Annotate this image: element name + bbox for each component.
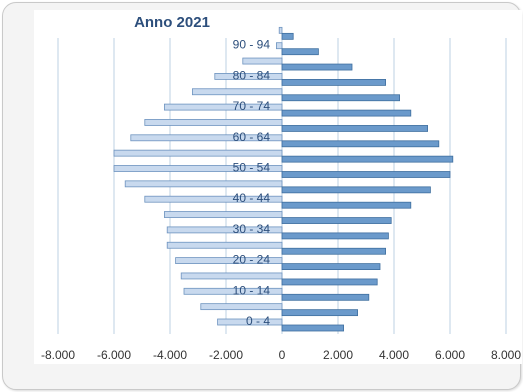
bar-left bbox=[278, 26, 283, 34]
age-group-label: 40 - 44 bbox=[233, 191, 271, 205]
bar-left bbox=[163, 211, 283, 218]
bar-right bbox=[281, 32, 294, 40]
x-tick-label: 2.000 bbox=[323, 348, 353, 362]
bar-left bbox=[200, 303, 283, 311]
bar-right bbox=[281, 278, 378, 286]
age-group-label: 0 - 4 bbox=[246, 314, 270, 328]
x-tick-label: 0 bbox=[279, 348, 286, 362]
bar-left bbox=[166, 226, 283, 234]
bar-left bbox=[163, 103, 283, 111]
bar-right bbox=[281, 109, 412, 117]
bar-left bbox=[144, 119, 283, 126]
age-group-label: 10 - 14 bbox=[233, 283, 271, 297]
bar-right bbox=[281, 309, 358, 317]
bar-right bbox=[281, 48, 319, 56]
bar-left bbox=[183, 287, 283, 295]
bar-right bbox=[281, 293, 370, 301]
age-group-label: 60 - 64 bbox=[233, 130, 271, 144]
bar-left bbox=[217, 318, 283, 326]
bar-right bbox=[281, 140, 440, 148]
bars bbox=[113, 26, 454, 332]
bar-left bbox=[275, 42, 283, 50]
bar-right bbox=[281, 94, 400, 102]
age-labels: 0 - 4 10 - 14 20 - 24 30 - 34 40 - 44 50 - 54… bbox=[233, 38, 271, 328]
bar-right bbox=[281, 186, 431, 194]
bar-right bbox=[281, 324, 344, 332]
x-axis-tick-labels: -8.000 -6.000 -4.000 -2.000 0 2.000 4.000 6.000… bbox=[41, 348, 521, 362]
age-group-label: 70 - 74 bbox=[233, 99, 271, 113]
age-group-label: 50 - 54 bbox=[233, 161, 271, 175]
x-tick-label: 4.000 bbox=[379, 348, 409, 362]
bar-left bbox=[124, 180, 283, 188]
bar-left bbox=[113, 165, 283, 172]
chart-title: Anno 2021 bbox=[134, 14, 210, 31]
bar-right bbox=[281, 63, 353, 71]
age-group-label: 90 - 94 bbox=[233, 38, 271, 52]
bar-left bbox=[166, 241, 283, 249]
x-tick-label: -4.000 bbox=[153, 348, 187, 362]
bar-right bbox=[281, 201, 412, 209]
bar-right bbox=[281, 155, 454, 163]
bar-left bbox=[214, 73, 283, 80]
x-tick-label: -6.000 bbox=[97, 348, 131, 362]
bar-left bbox=[113, 149, 283, 157]
bar-left bbox=[180, 272, 283, 280]
x-tick-label: 8.000 bbox=[491, 348, 521, 362]
bar-right bbox=[281, 247, 386, 255]
bar-right bbox=[281, 171, 451, 178]
bar-right bbox=[281, 217, 392, 224]
x-tick-label: 6.000 bbox=[435, 348, 465, 362]
age-group-label: 80 - 84 bbox=[233, 68, 271, 82]
bar-left bbox=[144, 195, 283, 203]
bar-right bbox=[281, 125, 429, 132]
bar-left bbox=[130, 134, 283, 142]
x-tick-label: -8.000 bbox=[41, 348, 75, 362]
age-group-label: 30 - 34 bbox=[233, 222, 271, 236]
bar-right bbox=[281, 263, 381, 271]
bar-right bbox=[281, 232, 389, 240]
bar-left bbox=[242, 57, 283, 65]
bar-left bbox=[191, 88, 283, 96]
bar-right bbox=[281, 79, 386, 86]
x-tick-label: -2.000 bbox=[209, 348, 243, 362]
age-group-label: 20 - 24 bbox=[233, 253, 271, 267]
bar-left bbox=[175, 257, 283, 265]
